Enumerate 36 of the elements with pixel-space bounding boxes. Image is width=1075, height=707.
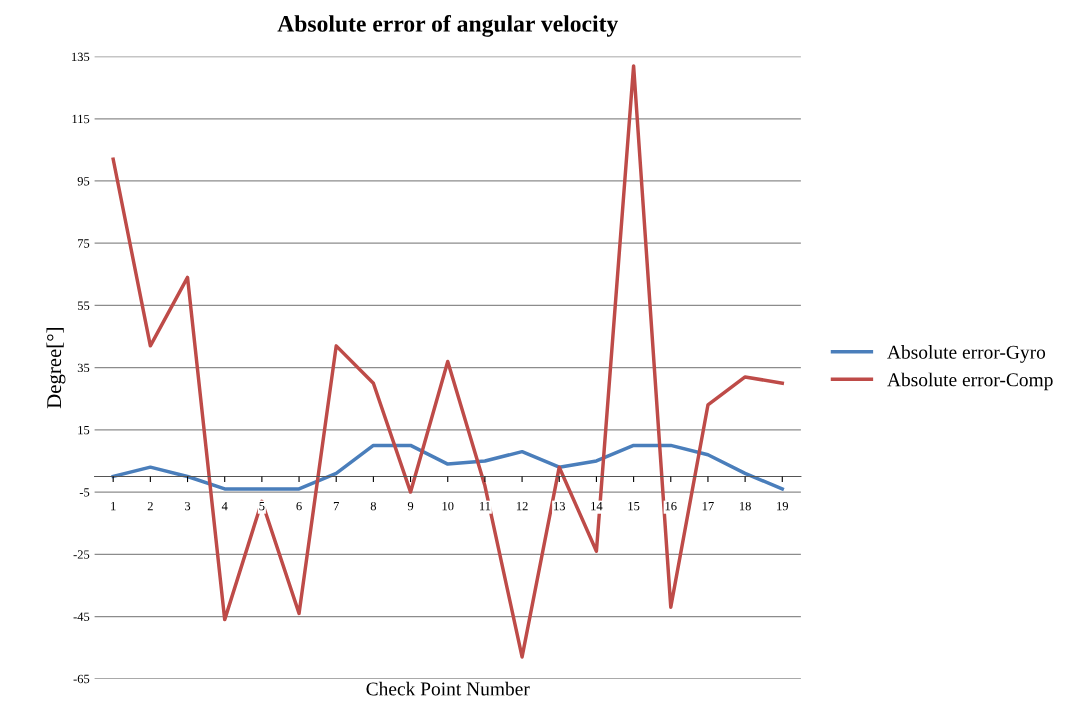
x-tick-label: 7 xyxy=(333,502,339,511)
legend-label: Absolute error-Gyro xyxy=(887,345,1046,363)
x-axis-title: Check Point Number xyxy=(366,681,530,696)
y-tick-label: -25 xyxy=(73,550,90,559)
x-tick-label: 13 xyxy=(554,501,566,511)
y-tick-label: -45 xyxy=(73,612,90,621)
x-tick-label: 4 xyxy=(221,501,228,511)
x-tick-label: 9 xyxy=(407,501,414,511)
y-axis-title: Degree[°] xyxy=(46,328,66,409)
x-tick-label: 16 xyxy=(665,501,677,511)
y-tick-label: -65 xyxy=(73,674,90,684)
x-tick-label: 18 xyxy=(739,501,751,511)
x-tick-label: 15 xyxy=(628,501,640,511)
x-tick-label: 8 xyxy=(370,501,377,511)
y-tick-label: 75 xyxy=(78,239,90,248)
y-tick-label: 35 xyxy=(77,363,90,373)
x-tick-label: 10 xyxy=(442,501,454,511)
x-tick-label: 19 xyxy=(777,501,789,511)
x-tick-label: 2 xyxy=(147,501,153,511)
line-series xyxy=(111,443,785,491)
x-tick-label: 11 xyxy=(479,501,491,511)
x-tick-label: 12 xyxy=(516,501,528,511)
x-tick-label: 3 xyxy=(185,501,191,511)
x-tick-label: 6 xyxy=(296,501,302,511)
y-tick-label: 55 xyxy=(77,301,90,310)
x-tick-label: 17 xyxy=(702,501,714,511)
chart-title: Absolute error of angular velocity xyxy=(277,14,619,37)
y-tick-label: 135 xyxy=(72,52,90,62)
legend-label: Absolute error-Comp xyxy=(887,372,1053,391)
x-tick-label: 5 xyxy=(259,502,265,511)
y-tick-label: 15 xyxy=(78,425,90,435)
x-tick-label: 14 xyxy=(591,501,603,511)
y-tick-label: -5 xyxy=(79,488,90,497)
y-tick-label: 95 xyxy=(77,177,90,186)
y-tick-label: 115 xyxy=(72,114,90,124)
x-tick-label: 1 xyxy=(111,501,116,511)
